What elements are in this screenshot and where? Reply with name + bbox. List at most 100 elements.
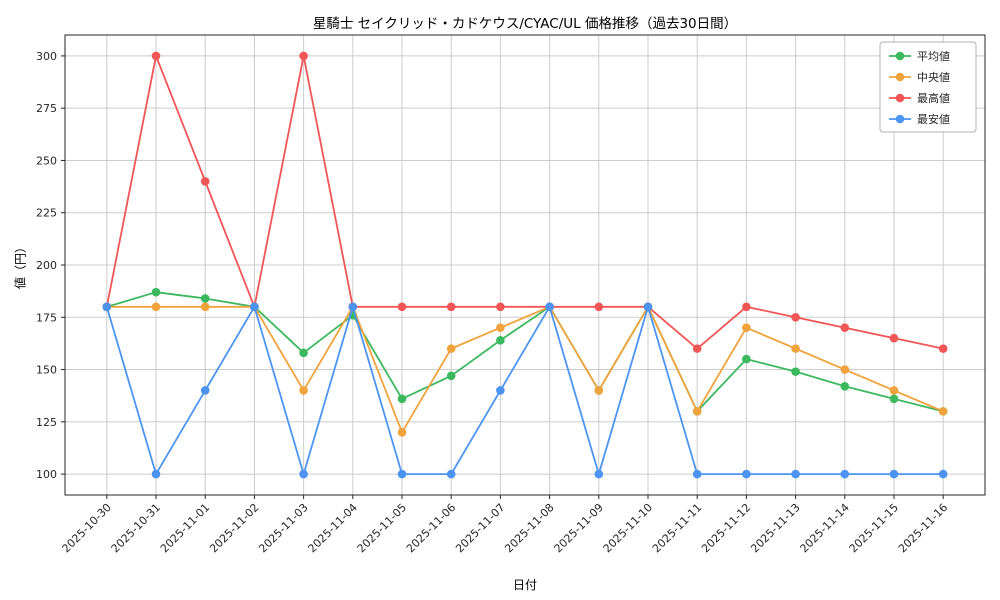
series-lowest-marker bbox=[446, 469, 456, 479]
series-lowest-marker bbox=[151, 469, 161, 479]
series-average-marker bbox=[446, 371, 456, 381]
series-average-marker bbox=[200, 294, 210, 303]
y-tick-label: 275 bbox=[36, 102, 57, 115]
series-lowest-marker bbox=[299, 469, 308, 479]
series-median-marker bbox=[840, 365, 850, 374]
series-highest-marker bbox=[840, 323, 850, 333]
x-tick-label: 2025-11-13 bbox=[748, 501, 802, 555]
x-tick-label: 2025-11-14 bbox=[798, 501, 852, 555]
series-average-line bbox=[106, 291, 944, 413]
x-tick-label: 2025-10-30 bbox=[60, 501, 114, 555]
series-lowest-marker bbox=[200, 386, 210, 395]
chart-title: 星騎士 セイクリッド・カドケウス/CYAC/UL 価格推移（過去30日間） bbox=[312, 16, 738, 32]
y-tick-label: 250 bbox=[36, 154, 57, 167]
series-lowest-marker bbox=[496, 386, 505, 395]
series-highest-marker bbox=[397, 302, 407, 312]
series-highest-marker bbox=[151, 51, 161, 61]
series-lowest-marker bbox=[348, 302, 358, 312]
y-tick-label: 225 bbox=[36, 207, 57, 220]
series-lowest-marker bbox=[102, 302, 112, 312]
series-average-marker bbox=[151, 287, 161, 297]
series-median-line bbox=[106, 305, 944, 434]
series-median-marker bbox=[692, 407, 702, 416]
series-highest-marker bbox=[742, 302, 751, 312]
legend-average-marker bbox=[895, 51, 905, 61]
x-tick-label: 2025-11-12 bbox=[699, 501, 753, 555]
x-tick-label: 2025-11-16 bbox=[896, 501, 950, 555]
series-median-marker bbox=[742, 323, 751, 333]
series-median-marker bbox=[594, 386, 604, 395]
series-highest-marker bbox=[594, 302, 604, 312]
series-lowest-marker bbox=[742, 469, 751, 479]
series-lowest-marker bbox=[938, 469, 948, 479]
series-highest-marker bbox=[446, 302, 456, 312]
series-median-marker bbox=[791, 344, 800, 353]
series-highest-marker bbox=[299, 51, 308, 61]
series-highest-marker bbox=[938, 344, 948, 353]
x-tick-label: 2025-11-04 bbox=[306, 501, 360, 555]
legend-label: 最安値 bbox=[917, 112, 950, 126]
series-median-marker bbox=[496, 323, 505, 333]
x-tick-label: 2025-11-08 bbox=[502, 501, 556, 555]
x-tick-label: 2025-11-15 bbox=[847, 501, 901, 555]
series-average-marker bbox=[299, 348, 308, 358]
legend-label: 平均値 bbox=[917, 50, 950, 63]
y-tick-label: 100 bbox=[36, 468, 57, 481]
series-median-marker bbox=[200, 302, 210, 312]
y-tick-label: 300 bbox=[36, 50, 57, 63]
series-median-marker bbox=[938, 407, 948, 416]
x-axis-label: 日付 bbox=[512, 578, 537, 592]
series-highest-marker bbox=[692, 344, 702, 353]
series-average-marker bbox=[742, 354, 751, 364]
x-tick-label: 2025-11-11 bbox=[650, 501, 704, 555]
series-lowest-marker bbox=[545, 302, 554, 312]
gridlines bbox=[65, 35, 985, 495]
series-lowest-marker bbox=[889, 469, 899, 479]
series-average-marker bbox=[496, 335, 505, 345]
x-tick-label: 2025-11-01 bbox=[158, 501, 212, 555]
series-lowest bbox=[102, 302, 948, 479]
series-median-marker bbox=[299, 386, 308, 395]
series-median-marker bbox=[397, 427, 407, 437]
y-axis: 100 125 150 175 200 225 250 275 300 bbox=[36, 50, 65, 481]
series-lowest-marker bbox=[250, 302, 259, 312]
x-tick-label: 2025-11-06 bbox=[404, 501, 458, 555]
y-tick-label: 150 bbox=[36, 364, 57, 377]
legend-lowest-marker bbox=[895, 114, 905, 124]
x-tick-label: 2025-11-05 bbox=[355, 501, 409, 555]
legend-box bbox=[879, 41, 977, 133]
x-tick-label: 2025-11-03 bbox=[256, 501, 310, 555]
x-tick-label: 2025-11-07 bbox=[453, 501, 507, 555]
y-tick-label: 175 bbox=[36, 311, 57, 324]
series-highest-marker bbox=[200, 177, 210, 186]
series-average-marker bbox=[397, 394, 407, 404]
series-median-marker bbox=[151, 302, 161, 312]
x-tick-label: 2025-11-10 bbox=[601, 501, 655, 555]
series-highest-line bbox=[105, 55, 944, 350]
series-lowest-marker bbox=[643, 302, 653, 312]
legend-median-marker bbox=[895, 72, 905, 82]
legend-label: 最高値 bbox=[917, 91, 950, 105]
y-tick-label: 200 bbox=[36, 259, 57, 272]
series-lowest-marker bbox=[840, 469, 850, 479]
series-average-marker bbox=[791, 367, 800, 376]
series-highest-marker bbox=[791, 312, 800, 322]
series-median-marker bbox=[446, 344, 456, 353]
y-tick-label: 125 bbox=[36, 416, 57, 429]
series-lowest-marker bbox=[692, 469, 702, 479]
series-lowest-marker bbox=[791, 469, 800, 479]
series-lowest-line bbox=[105, 305, 944, 475]
series-median-marker bbox=[889, 386, 899, 395]
series-highest-marker bbox=[496, 302, 505, 312]
x-tick-label: 2025-11-02 bbox=[207, 501, 261, 555]
x-tick-label: 2025-10-31 bbox=[109, 501, 163, 555]
series-lowest-marker bbox=[397, 469, 407, 479]
series-highest bbox=[102, 51, 948, 353]
x-axis: 2025-10-302025-10-312025-11-012025-11-02… bbox=[60, 495, 950, 555]
x-tick-label: 2025-11-09 bbox=[552, 501, 606, 555]
series-average-marker bbox=[840, 381, 850, 391]
series-average-marker bbox=[889, 394, 899, 404]
